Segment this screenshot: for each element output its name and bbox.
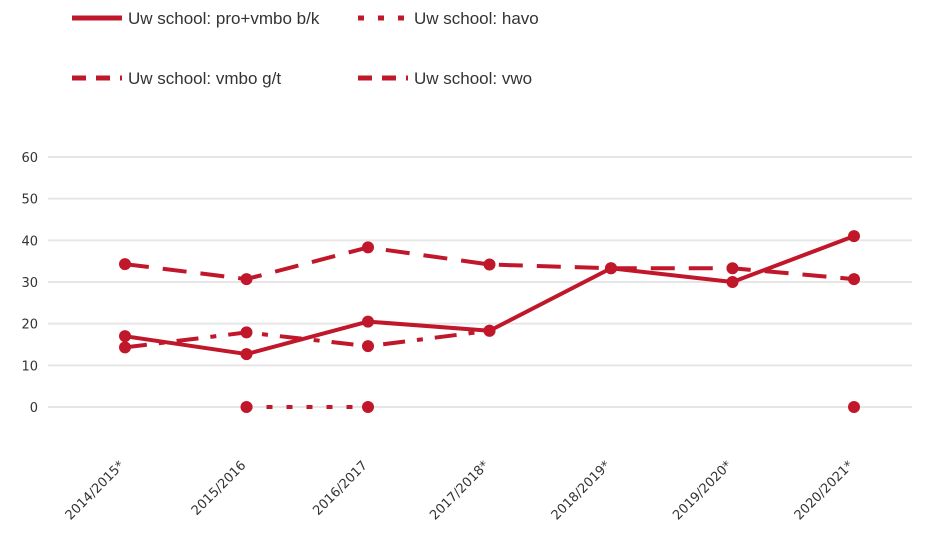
data-point-dashdot	[362, 340, 374, 353]
legend-label: Uw school: vwo	[414, 69, 532, 88]
x-tick-label: 2019/2020*	[670, 458, 735, 523]
series-points	[119, 230, 860, 413]
data-point-solid	[362, 315, 374, 328]
x-tick-label: 2018/2019*	[549, 458, 614, 523]
legend-label: Uw school: havo	[414, 9, 539, 28]
data-point-dashdot	[119, 341, 131, 354]
data-point-dashed	[605, 262, 617, 275]
y-tick-label: 10	[21, 359, 38, 374]
x-axis: 2014/2015* 2015/2016 2016/2017 2017/2018* 20…	[63, 458, 857, 523]
x-tick-label: 2014/2015*	[63, 458, 128, 523]
data-point-dotted	[362, 401, 374, 413]
data-point-dotted	[848, 401, 860, 413]
legend: Uw school: pro+vmbo b/k Uw school: havo …	[72, 9, 539, 88]
x-tick-label: 2020/2021*	[792, 458, 857, 523]
data-point-solid	[726, 276, 739, 288]
data-point-dotted	[240, 401, 253, 413]
y-tick-label: 60	[21, 151, 38, 166]
data-point-solid	[848, 230, 860, 243]
y-tick-label: 30	[21, 276, 38, 291]
data-point-dashdot	[240, 326, 253, 339]
x-tick-label: 2015/2016	[189, 458, 250, 519]
x-tick-label: 2016/2017	[310, 458, 371, 519]
data-point-dashed	[119, 258, 131, 271]
legend-label: Uw school: pro+vmbo b/k	[128, 9, 320, 28]
data-point-solid	[240, 348, 253, 361]
data-point-dashdot	[483, 324, 496, 337]
legend-item-vmbo-gt[interactable]: Uw school: vmbo g/t	[72, 69, 281, 88]
data-point-dashed	[362, 241, 374, 254]
y-axis: 0 10 20 30 40 50 60	[21, 151, 38, 416]
y-tick-label: 0	[30, 401, 38, 416]
y-tick-label: 20	[21, 318, 38, 333]
data-point-dashed	[726, 262, 739, 275]
data-point-dashed	[240, 273, 253, 286]
data-point-dashed	[483, 258, 496, 271]
x-tick-label: 2017/2018*	[427, 458, 492, 523]
legend-item-pro-vmbo-bk[interactable]: Uw school: pro+vmbo b/k	[72, 9, 320, 28]
y-tick-label: 40	[21, 234, 38, 249]
y-tick-label: 50	[21, 193, 38, 208]
legend-item-havo[interactable]: Uw school: havo	[358, 9, 539, 28]
legend-item-vwo[interactable]: Uw school: vwo	[358, 69, 532, 88]
legend-label: Uw school: vmbo g/t	[128, 69, 281, 88]
data-point-solid	[119, 330, 131, 343]
grid	[48, 156, 912, 408]
data-point-dashed	[848, 273, 860, 286]
series-line-dashdot	[124, 328, 490, 350]
